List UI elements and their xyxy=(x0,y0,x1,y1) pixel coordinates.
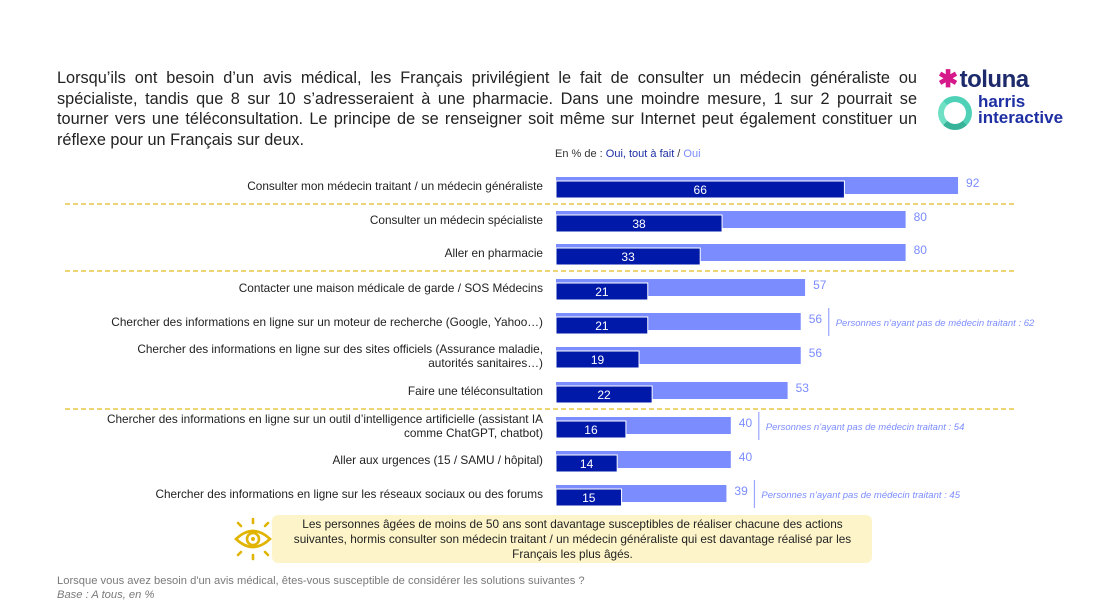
harris-text: harris xyxy=(978,92,1026,111)
data-label-tout-a-fait: 22 xyxy=(597,388,611,402)
footer-question: Lorsque vous avez besoin d'un avis médic… xyxy=(57,575,585,587)
annotation-no-doctor: Personnes n’ayant pas de médecin traitan… xyxy=(836,318,1035,329)
footer-base: Base : A tous, en % xyxy=(57,589,155,601)
data-label-total: 40 xyxy=(739,416,753,430)
bar-tout-a-fait xyxy=(555,180,845,199)
data-label-total: 40 xyxy=(739,450,753,464)
footer: Lorsque vous avez besoin d'un avis médic… xyxy=(57,574,585,602)
data-label-tout-a-fait: 21 xyxy=(595,285,609,299)
data-label-total: 57 xyxy=(813,278,827,292)
data-label-total: 80 xyxy=(914,210,928,224)
toluna-wordmark: ✱toluna xyxy=(938,66,1029,94)
data-label-tout-a-fait: 33 xyxy=(621,250,635,264)
bar-tout-a-fait xyxy=(555,420,627,439)
category-label: Consulter mon médecin traitant / un méde… xyxy=(247,179,543,193)
bar-tout-a-fait xyxy=(555,247,701,266)
data-label-tout-a-fait: 66 xyxy=(694,183,708,197)
bar-tout-a-fait xyxy=(555,214,723,233)
category-label: Chercher des informations en ligne sur d… xyxy=(137,342,543,356)
insight-text: Les personnes âgées de moins de 50 ans s… xyxy=(293,517,852,561)
toluna-harris-logo: ✱toluna harris interactive xyxy=(938,66,1078,130)
data-label-tout-a-fait: 19 xyxy=(591,353,605,367)
toluna-text: toluna xyxy=(959,66,1030,93)
bar-tout-a-fait xyxy=(555,385,653,404)
data-label-total: 92 xyxy=(966,176,980,190)
asterisk-star-icon: ✱ xyxy=(938,66,958,93)
legend-prefix: En % de : xyxy=(555,148,606,160)
data-label-tout-a-fait: 16 xyxy=(584,423,598,437)
bar-tout-a-fait xyxy=(555,350,640,369)
category-label: Contacter une maison médicale de garde /… xyxy=(239,281,543,295)
bar-tout-a-fait xyxy=(555,488,623,507)
insight-box xyxy=(272,515,872,563)
eye-icon xyxy=(234,517,272,561)
headline: Lorsqu’ils ont besoin d’un avis médical,… xyxy=(57,69,917,149)
bar-tout-a-fait xyxy=(555,454,618,473)
category-label: Chercher des informations en ligne sur u… xyxy=(107,412,543,426)
data-label-tout-a-fait: 15 xyxy=(582,491,596,505)
bar-tout-a-fait xyxy=(555,316,649,335)
category-label: Chercher des informations en ligne sur u… xyxy=(111,315,543,329)
data-label-tout-a-fait: 21 xyxy=(595,319,609,333)
category-label: autorités sanitaires…) xyxy=(428,356,543,370)
harris-ring-icon xyxy=(938,96,972,130)
category-label: Consulter un médecin spécialiste xyxy=(370,213,544,227)
annotation-no-doctor: Personnes n’ayant pas de médecin traitan… xyxy=(761,490,960,501)
legend-series-1: Oui, tout à fait xyxy=(605,148,675,160)
data-label-tout-a-fait: 14 xyxy=(580,457,594,471)
data-label-total: 56 xyxy=(809,346,823,360)
data-label-tout-a-fait: 38 xyxy=(632,217,646,231)
category-label: Aller aux urgences (15 / SAMU / hôpital) xyxy=(333,453,544,467)
interactive-text: interactive xyxy=(978,108,1064,127)
bar-tout-a-fait xyxy=(555,282,649,301)
data-label-total: 80 xyxy=(914,243,928,257)
legend-separator: / xyxy=(674,148,684,160)
category-label: Chercher des informations en ligne sur l… xyxy=(155,487,543,501)
category-label: comme ChatGPT, chatbot) xyxy=(404,426,543,440)
category-label: Faire une téléconsultation xyxy=(408,384,543,398)
harris-wordmark: harris interactive xyxy=(978,92,1064,127)
data-label-total: 39 xyxy=(734,484,748,498)
legend-series-2: Oui xyxy=(683,148,701,160)
data-label-total: 56 xyxy=(809,312,823,326)
annotation-no-doctor: Personnes n’ayant pas de médecin traitan… xyxy=(766,422,965,433)
data-label-total: 53 xyxy=(796,381,810,395)
chart-legend: En % de : Oui, tout à fait / Oui xyxy=(555,148,701,160)
category-label: Aller en pharmacie xyxy=(445,246,544,260)
